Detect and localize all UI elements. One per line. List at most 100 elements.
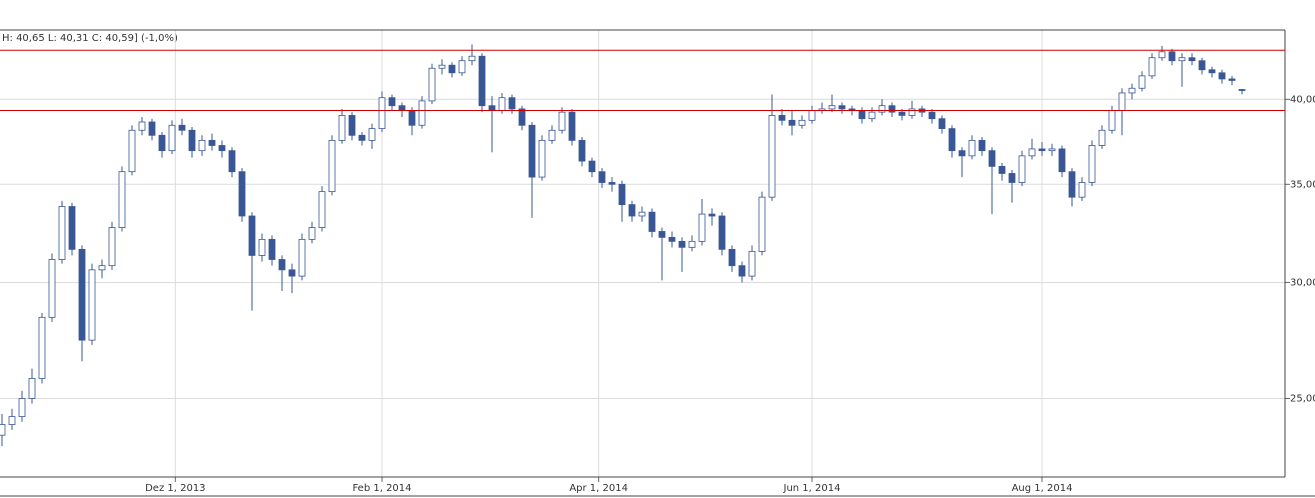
candle-body xyxy=(788,119,796,126)
candle-body xyxy=(508,97,516,110)
candle-body xyxy=(1188,57,1196,62)
candle-body xyxy=(748,250,756,277)
candle-body xyxy=(428,67,436,102)
candle-body xyxy=(1068,171,1076,198)
candle-body xyxy=(358,134,366,141)
candle-body xyxy=(1208,69,1216,74)
candle-body xyxy=(688,240,696,248)
candle-body xyxy=(218,145,226,152)
candle-body xyxy=(528,124,536,178)
candle-body xyxy=(1088,145,1096,183)
y-tick-label: 30,00 xyxy=(1290,277,1315,288)
candle-body xyxy=(558,111,566,131)
candle-body xyxy=(408,110,416,126)
candle-body xyxy=(978,139,986,152)
candle-body xyxy=(938,118,946,130)
candle-body xyxy=(138,121,146,131)
candle-body xyxy=(868,111,876,120)
candle-body xyxy=(598,171,606,183)
candle-body xyxy=(148,121,156,136)
candle-body xyxy=(208,139,216,146)
candle-body xyxy=(168,124,176,152)
candle-body xyxy=(1228,78,1236,81)
candle-body xyxy=(418,100,426,126)
candle-body xyxy=(538,139,546,178)
candle-body xyxy=(778,115,786,121)
candle-body xyxy=(1078,182,1086,198)
candle-body xyxy=(328,139,336,193)
candle-body xyxy=(98,265,106,271)
candle-body xyxy=(248,215,256,256)
candle-body xyxy=(608,182,616,185)
candle-body xyxy=(458,60,466,74)
candle-body xyxy=(798,119,806,126)
candle-body xyxy=(288,269,296,277)
candle-body xyxy=(178,124,186,131)
candle-body xyxy=(158,134,166,152)
candle-body xyxy=(858,110,866,120)
candle-body xyxy=(1028,148,1036,157)
candle-body xyxy=(1058,148,1066,173)
candle-body xyxy=(238,171,246,217)
y-tick-label: 40,00 xyxy=(1290,94,1315,105)
candle-body xyxy=(1018,155,1026,183)
candle-body xyxy=(638,211,646,217)
candle-body xyxy=(68,206,76,250)
candle-body xyxy=(768,115,776,198)
x-tick-label: Apr 1, 2014 xyxy=(569,483,628,494)
candle-body xyxy=(648,211,656,232)
candle-body xyxy=(118,171,126,228)
y-tick-label: 35,00 xyxy=(1290,179,1315,190)
x-tick-label: Jun 1, 2014 xyxy=(783,483,841,494)
candle-body xyxy=(368,128,376,141)
candle-body xyxy=(1158,51,1166,59)
candle-body xyxy=(498,97,506,111)
candle-body xyxy=(38,316,46,379)
y-tick-label: 25,00 xyxy=(1290,394,1315,405)
candle-body xyxy=(1138,75,1146,89)
candle-body xyxy=(678,240,686,248)
candle-body xyxy=(198,139,206,152)
x-tick-label: Feb 1, 2014 xyxy=(352,483,411,494)
candle-body xyxy=(698,213,706,242)
candle-body xyxy=(278,259,286,271)
candle-body xyxy=(548,129,556,141)
candle-body xyxy=(188,129,196,152)
candle-body xyxy=(1108,110,1116,131)
candle-body xyxy=(578,139,586,162)
candle-body xyxy=(878,105,886,113)
candle-body xyxy=(58,206,66,260)
candle-body xyxy=(828,105,836,110)
candle-body xyxy=(1038,148,1046,152)
candle-body xyxy=(758,196,766,252)
candle-body xyxy=(888,105,896,113)
candle-body xyxy=(718,215,726,250)
candle-body xyxy=(708,213,716,217)
candle-body xyxy=(48,259,56,318)
candle-body xyxy=(928,111,936,120)
candle-body xyxy=(78,248,86,341)
candle-body xyxy=(1128,87,1136,94)
candle-body xyxy=(1148,57,1156,77)
candle-body xyxy=(898,111,906,116)
candle-body xyxy=(988,150,996,167)
legend-text: H: 40,65 L: 40,31 C: 40,59] (-1,0%) xyxy=(2,33,178,44)
candle-body xyxy=(28,378,36,399)
candle-body xyxy=(948,128,956,152)
candle-body xyxy=(378,97,386,130)
candle-body xyxy=(588,160,596,173)
candle-body xyxy=(298,238,306,277)
candle-body xyxy=(88,269,96,341)
candle-body xyxy=(8,416,16,425)
candle-body xyxy=(568,111,576,141)
candle-body xyxy=(228,150,236,173)
candle-body xyxy=(1218,72,1226,80)
candle-body xyxy=(0,424,6,436)
candle-body xyxy=(338,115,346,141)
x-tick-label: Aug 1, 2014 xyxy=(1012,483,1073,494)
candle-body xyxy=(968,139,976,157)
candle-body xyxy=(1238,89,1246,91)
